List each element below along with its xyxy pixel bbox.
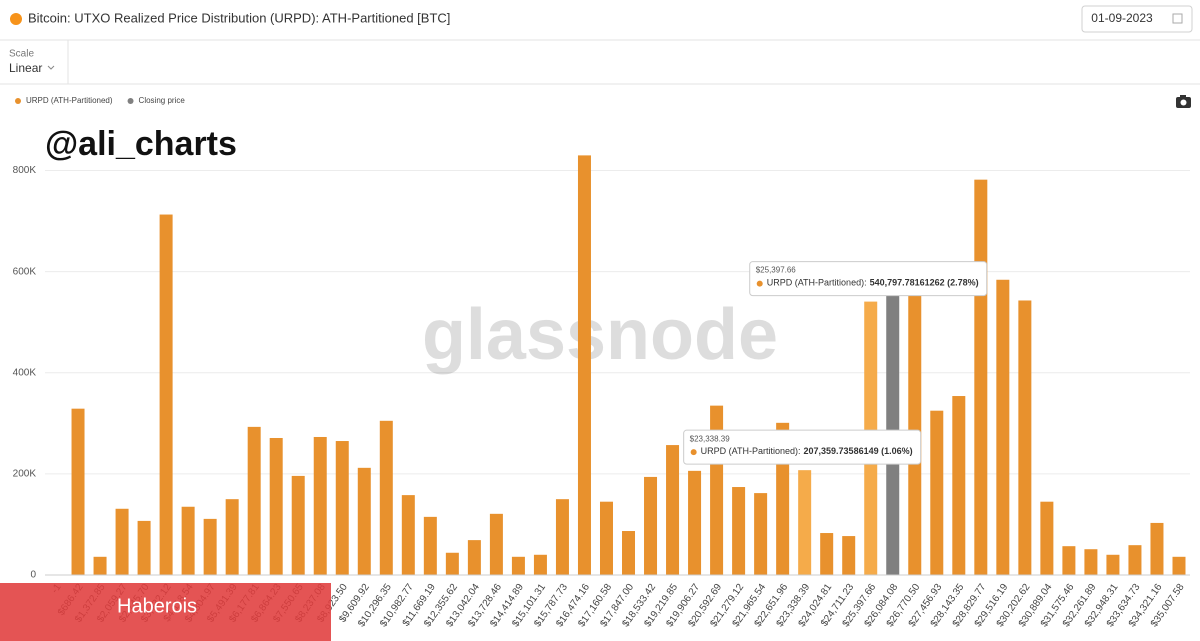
bar [137,520,151,575]
tooltip-title: $25,397.66 [756,266,797,275]
dropdown-arrow [47,65,55,70]
bar [666,445,680,575]
bar [930,410,944,575]
scale-value[interactable]: Linear [9,61,42,75]
bar [357,467,371,575]
bar [1128,545,1142,575]
bar [820,533,834,575]
badge-text: Haberois [117,595,197,617]
tooltip-line: URPD (ATH-Partitioned): 540,797.78161262 … [767,278,979,288]
bar [225,499,239,575]
calendar-icon [1172,13,1183,24]
bar [533,554,547,575]
camera-lens[interactable] [1180,99,1187,106]
bar [489,513,503,575]
bar [247,426,261,575]
date-picker[interactable] [1081,5,1193,33]
y-tick-label: 0 [30,570,36,581]
bar [335,441,349,575]
bar [115,508,129,575]
tooltip-box [683,429,922,465]
bar [93,556,107,575]
bar [886,271,900,575]
bar [379,420,393,575]
legend-label: URPD (ATH-Partitioned) [26,96,113,105]
bar [445,552,459,575]
bar [577,155,591,575]
date-value[interactable]: 01-09-2023 [1091,11,1153,25]
bar [401,495,415,575]
bar [798,470,812,575]
watermark: glassnode [422,295,778,375]
bar [644,476,658,575]
bar [1040,501,1054,575]
y-tick-label: 200K [13,469,37,480]
bar [622,531,636,575]
bar [599,501,613,575]
tooltip-value: 540,797.78161262 (2.78%) [870,278,979,288]
tooltip: $23,338.39 URPD (ATH-Partitioned): 207,359… [683,429,922,465]
bar [996,279,1010,575]
y-tick-label: 400K [13,367,37,378]
bar [181,506,195,575]
bar [203,518,217,575]
tooltip-line: URPD (ATH-Partitioned): 207,359.73586149 … [701,447,913,457]
legend-swatch [127,98,134,104]
legend-label: Closing price [139,96,186,105]
bar [974,179,988,575]
bar [269,437,283,575]
tooltip: $25,397.66 URPD (ATH-Partitioned): 540,797… [749,261,988,297]
y-tick-label: 600K [13,266,37,277]
bar [1062,546,1076,575]
tooltip-value: 207,359.73586149 (1.06%) [804,447,913,457]
bar [1018,300,1032,575]
tooltip-box [749,261,988,297]
bar [1150,522,1164,575]
tooltip-swatch [690,449,697,456]
legend-swatch [15,98,21,104]
bar [159,214,173,576]
legend: URPD (ATH-Partitioned) Closing price [15,96,185,105]
tooltip-title: $23,338.39 [690,434,731,443]
bar [423,516,437,575]
bar [291,475,305,575]
bar [71,408,85,575]
tooltip-label: URPD (ATH-Partitioned): [767,278,867,288]
bar [842,536,856,575]
bar [908,261,922,575]
page-title: Bitcoin: UTXO Realized Price Distributio… [28,10,450,25]
bar [1106,554,1120,575]
tooltip-swatch [756,280,763,287]
bar [1084,549,1098,575]
bar [732,487,746,575]
badge [0,583,331,641]
bar-layer [71,155,1186,576]
handle-annotation: @ali_charts [45,125,237,163]
camera-top[interactable] [1180,95,1186,98]
bar [952,396,966,575]
tooltip-label: URPD (ATH-Partitioned): [701,447,801,457]
camera-icon[interactable] [1176,95,1191,108]
scale-label: Scale [9,49,34,60]
y-tick-label: 800K [13,165,37,176]
btc-icon [10,13,22,25]
bar [511,556,525,575]
bar [1172,556,1186,575]
bar [313,436,327,575]
bar [555,499,569,575]
bar [688,470,702,575]
bar [467,540,481,575]
bar [754,493,768,575]
